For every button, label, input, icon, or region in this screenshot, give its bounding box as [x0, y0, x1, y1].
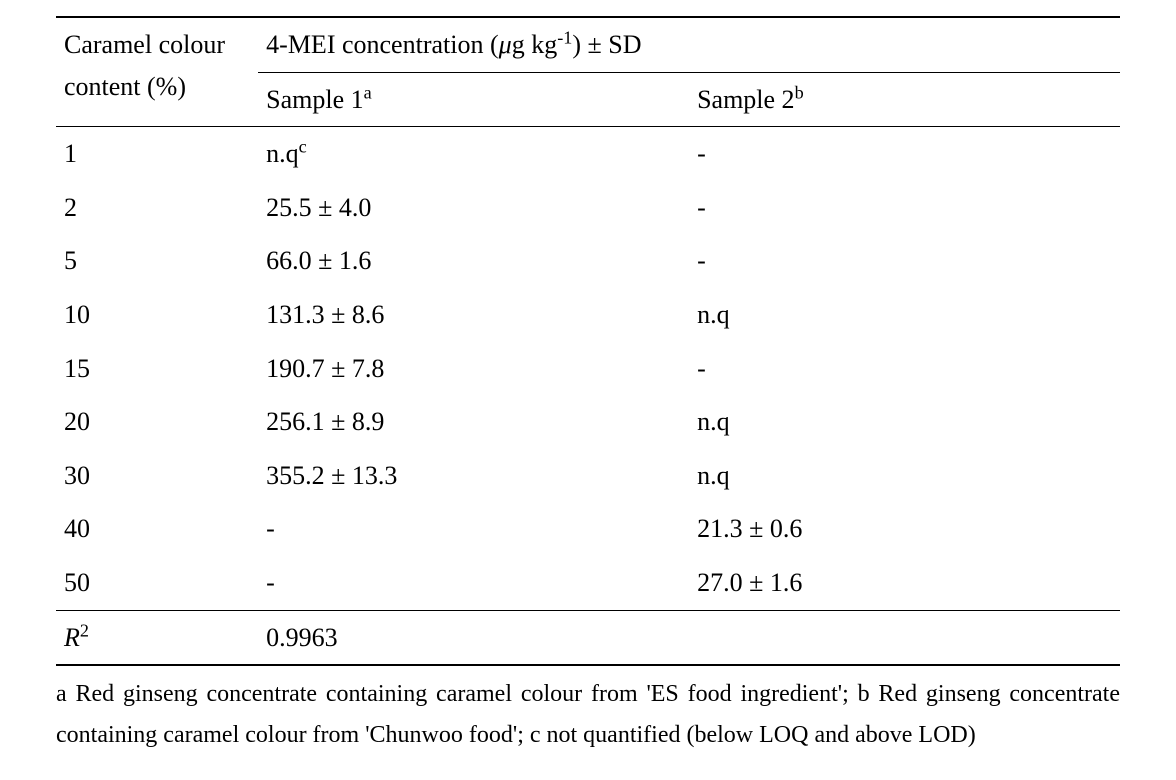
cell-sample1-val: 355.2 ± 13.3	[266, 461, 397, 490]
cell-sample1: -	[258, 502, 689, 556]
cell-sample1: 190.7 ± 7.8	[258, 342, 689, 396]
cell-caramel: 30	[56, 449, 258, 503]
header-caramel-line1: Caramel colour	[64, 30, 225, 59]
cell-caramel: 2	[56, 181, 258, 235]
cell-sample1-val: 25.5 ± 4.0	[266, 193, 371, 222]
cell-sample2: 21.3 ± 0.6	[689, 502, 1120, 556]
header-sample2-sup: b	[795, 82, 804, 102]
cell-sample2: -	[689, 342, 1120, 396]
cell-sample1-val: 256.1 ± 8.9	[266, 407, 384, 436]
table-footnotes: a Red ginseng concentrate containing car…	[56, 674, 1120, 756]
cell-caramel: 1	[56, 127, 258, 181]
cell-sample1: 66.0 ± 1.6	[258, 234, 689, 288]
table-row: 20 256.1 ± 8.9 n.q	[56, 395, 1120, 449]
cell-sample2: n.q	[689, 449, 1120, 503]
cell-sample1-val: -	[266, 568, 275, 597]
cell-sample2: -	[689, 127, 1120, 181]
cell-sample1-val: 190.7 ± 7.8	[266, 354, 384, 383]
cell-caramel: 10	[56, 288, 258, 342]
table-row-r2: R2 0.9963	[56, 610, 1120, 665]
table-row: 1 n.qc -	[56, 127, 1120, 181]
cell-sample2: -	[689, 181, 1120, 235]
table-row: 50 - 27.0 ± 1.6	[56, 556, 1120, 610]
table-row: 10 131.3 ± 8.6 n.q	[56, 288, 1120, 342]
header-sample2-label: Sample 2	[697, 85, 795, 114]
table-header-row-1: Caramel colour content (%) 4-MEI concent…	[56, 17, 1120, 72]
cell-sample1: -	[258, 556, 689, 610]
cell-r2-label: R2	[56, 610, 258, 665]
header-sample2: Sample 2b	[689, 72, 1120, 127]
cell-sample1-val: -	[266, 514, 275, 543]
cell-sample1-val: n.q	[266, 139, 299, 168]
cell-r2-value: 0.9963	[258, 610, 689, 665]
header-conc-exp: -1	[557, 27, 572, 47]
cell-sample2: 27.0 ± 1.6	[689, 556, 1120, 610]
table-row: 15 190.7 ± 7.8 -	[56, 342, 1120, 396]
table-row: 2 25.5 ± 4.0 -	[56, 181, 1120, 235]
table-row: 30 355.2 ± 13.3 n.q	[56, 449, 1120, 503]
header-caramel: Caramel colour content (%)	[56, 17, 258, 127]
cell-sample1: 355.2 ± 13.3	[258, 449, 689, 503]
cell-sample2: -	[689, 234, 1120, 288]
cell-sample1-val: 131.3 ± 8.6	[266, 300, 384, 329]
cell-sample2: n.q	[689, 288, 1120, 342]
table-row: 40 - 21.3 ± 0.6	[56, 502, 1120, 556]
header-conc-mu: μ	[499, 30, 512, 59]
data-table: Caramel colour content (%) 4-MEI concent…	[56, 16, 1120, 666]
cell-caramel: 40	[56, 502, 258, 556]
r2-sup: 2	[80, 620, 89, 640]
header-sample1: Sample 1a	[258, 72, 689, 127]
table-document: Caramel colour content (%) 4-MEI concent…	[0, 0, 1176, 780]
header-sample1-sup: a	[364, 82, 372, 102]
cell-caramel: 15	[56, 342, 258, 396]
cell-sample2: n.q	[689, 395, 1120, 449]
r2-R: R	[64, 623, 80, 652]
cell-caramel: 5	[56, 234, 258, 288]
header-concentration: 4-MEI concentration (μg kg-1) ± SD	[258, 17, 1120, 72]
cell-caramel: 20	[56, 395, 258, 449]
cell-sample1: n.qc	[258, 127, 689, 181]
header-sample1-label: Sample 1	[266, 85, 364, 114]
header-conc-suffix: ) ± SD	[572, 30, 641, 59]
header-caramel-line2: content (%)	[64, 72, 186, 101]
header-conc-prefix: 4-MEI concentration (	[266, 30, 498, 59]
header-conc-unit: g kg	[512, 30, 558, 59]
table-row: 5 66.0 ± 1.6 -	[56, 234, 1120, 288]
cell-sample1: 25.5 ± 4.0	[258, 181, 689, 235]
cell-sample1: 131.3 ± 8.6	[258, 288, 689, 342]
cell-caramel: 50	[56, 556, 258, 610]
cell-sample1-val: 66.0 ± 1.6	[266, 246, 371, 275]
cell-r2-empty	[689, 610, 1120, 665]
cell-sample1: 256.1 ± 8.9	[258, 395, 689, 449]
cell-sample1-sup: c	[299, 137, 307, 157]
